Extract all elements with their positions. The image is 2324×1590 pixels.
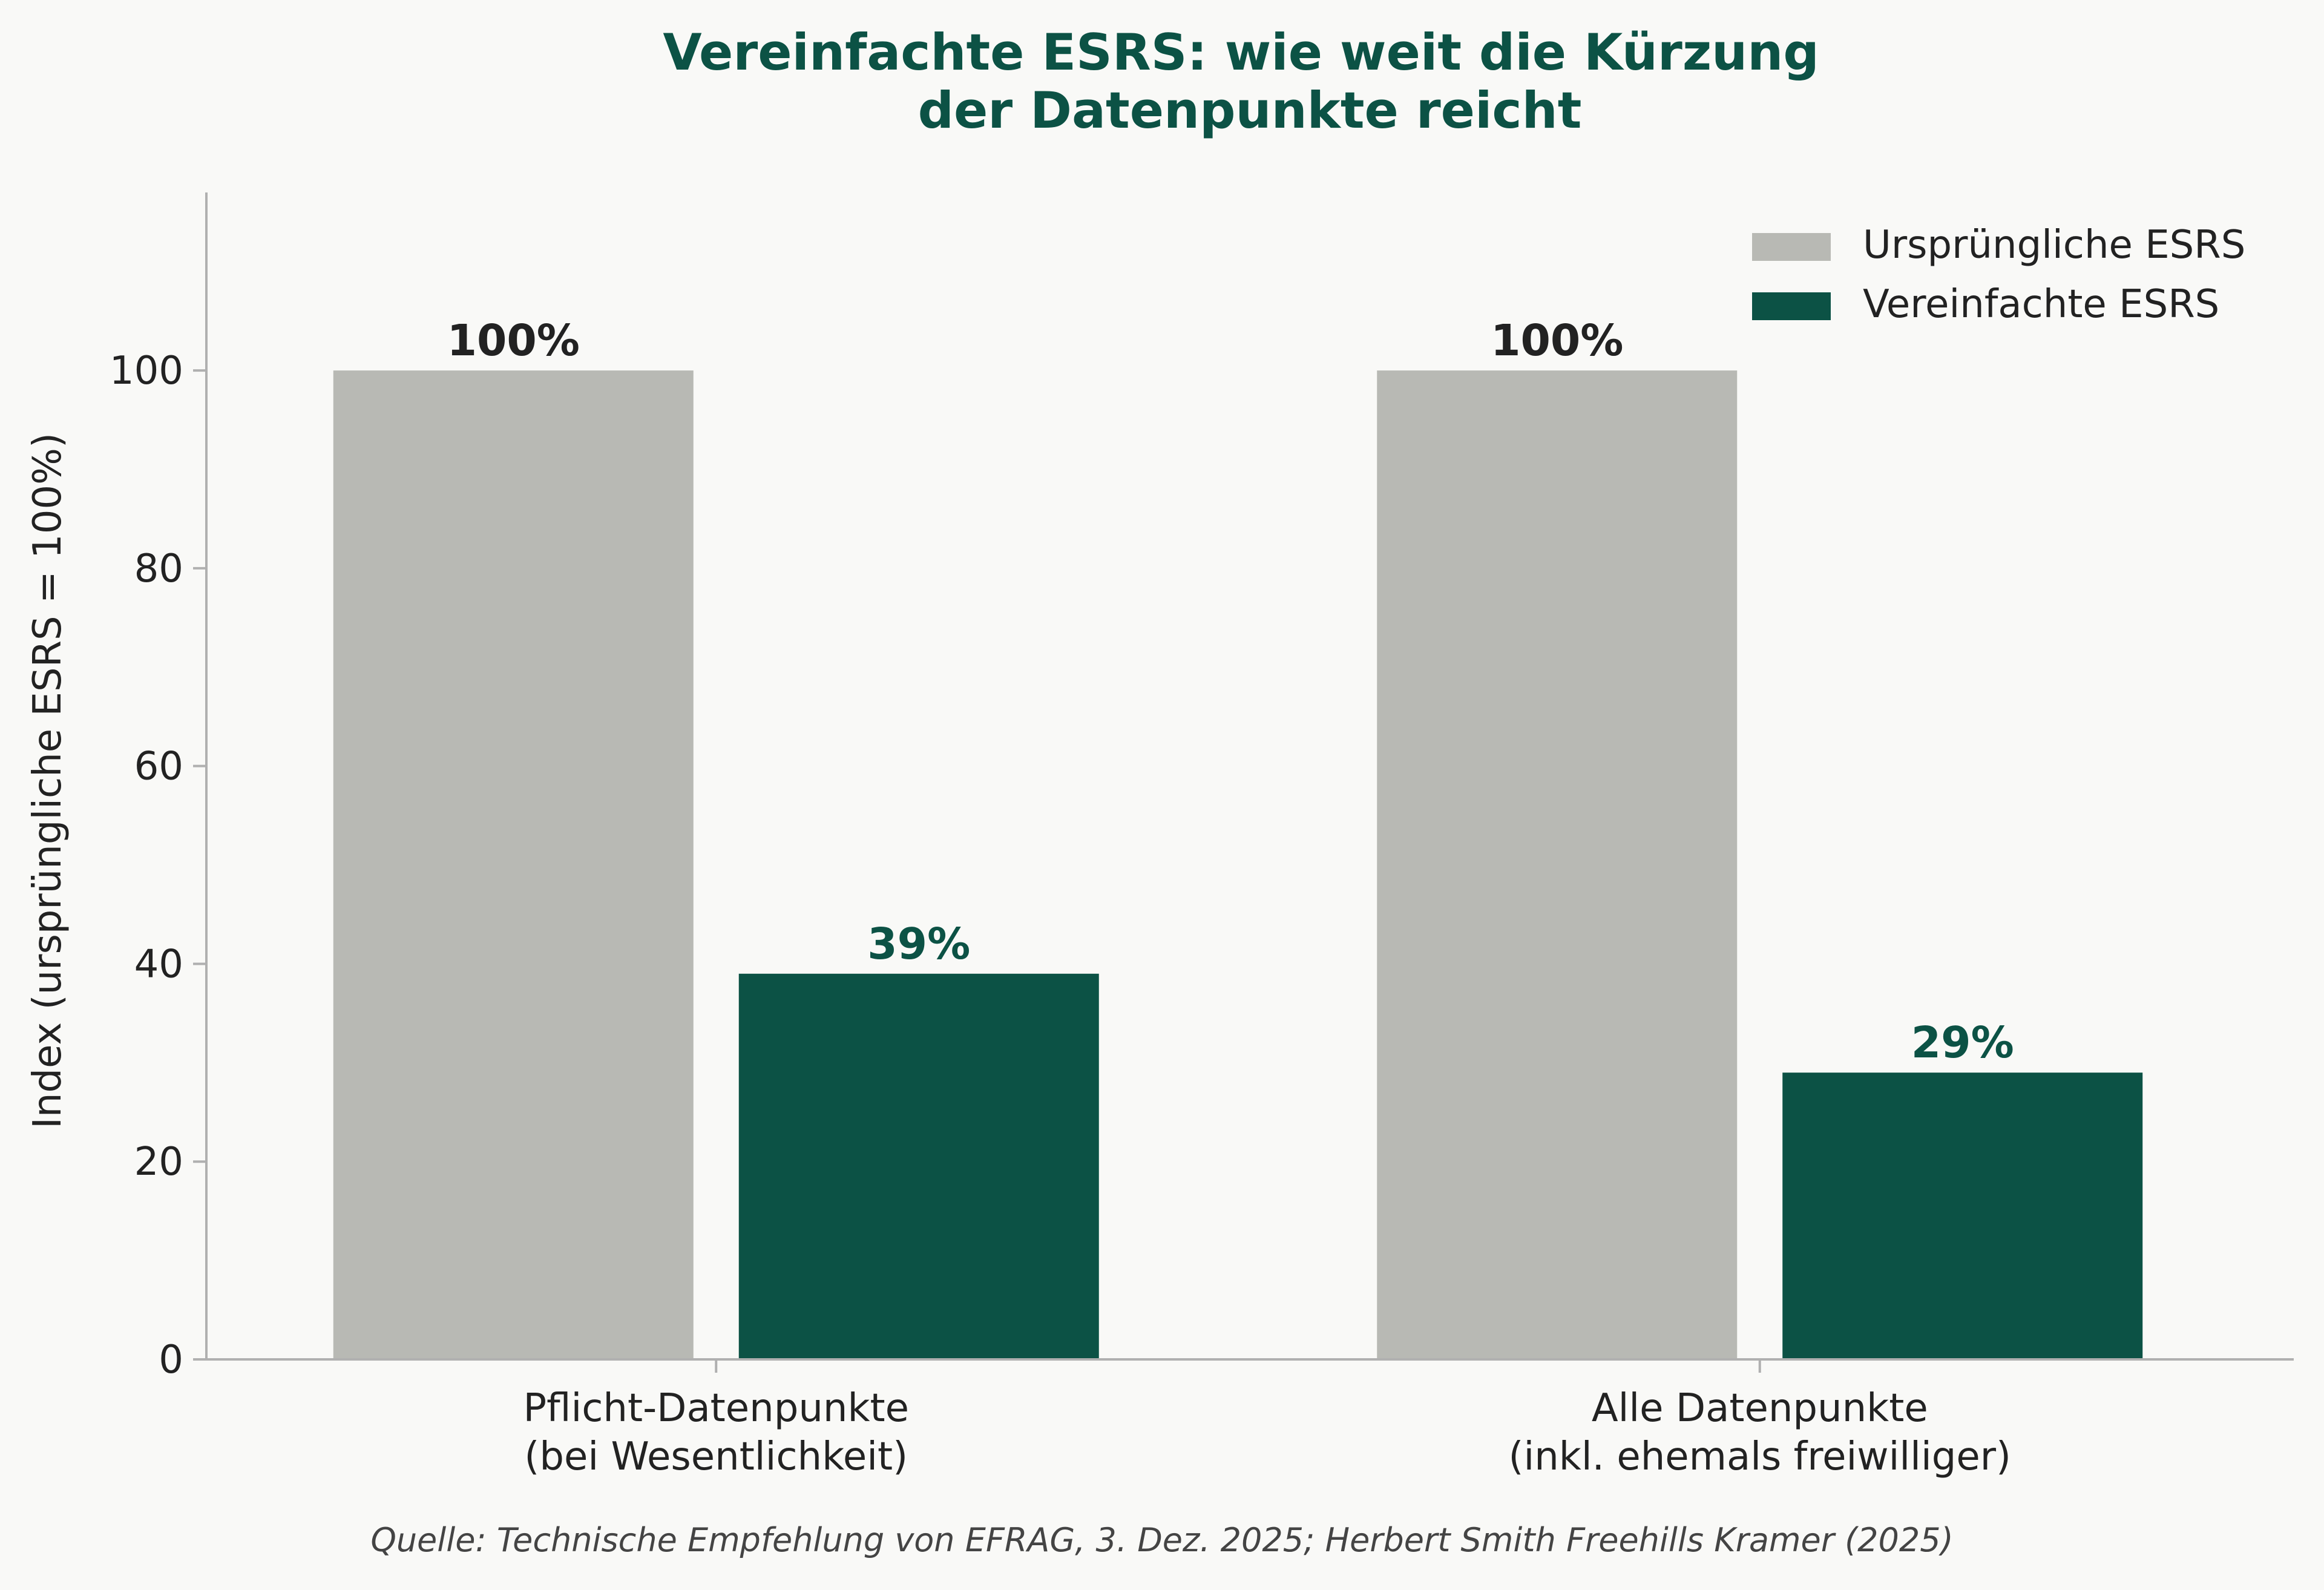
bars-group xyxy=(333,370,2143,1359)
value-labels-group: 100% 39% 100% 29% xyxy=(447,315,2014,1068)
legend-swatch xyxy=(1752,233,1831,261)
bar-simplified xyxy=(1782,1073,2143,1359)
y-tick-label: 60 xyxy=(134,744,183,789)
y-tick-label: 80 xyxy=(134,547,183,591)
legend: Ursprüngliche ESRS Vereinfachte ESRS xyxy=(1752,223,2245,327)
legend-label: Vereinfachte ESRS xyxy=(1863,282,2219,327)
legend-label: Ursprüngliche ESRS xyxy=(1863,223,2245,268)
bar-original xyxy=(1377,370,1738,1359)
y-tick-label: 100 xyxy=(110,349,183,393)
x-ticks-group: Pflicht-Datenpunkte (bei Wesentlichkeit) A… xyxy=(524,1359,2011,1479)
y-ticks-group: 0 20 40 60 80 100 xyxy=(110,349,206,1382)
bar-simplified xyxy=(738,973,1099,1359)
chart-title-line-1: Vereinfachte ESRS: wie weit die Kürzung xyxy=(663,23,1819,82)
x-tick-label: Pflicht-Datenpunkte (bei Wesentlichkeit) xyxy=(524,1386,909,1479)
y-axis-label: Index (ursprüngliche ESRS = 100%) xyxy=(25,433,70,1129)
y-tick-label: 0 xyxy=(159,1338,183,1382)
y-tick-label: 20 xyxy=(134,1140,183,1184)
y-tick-label: 40 xyxy=(134,942,183,987)
legend-swatch xyxy=(1752,292,1831,320)
bar-value-label: 100% xyxy=(1491,315,1623,366)
chart-title-line-2: der Datenpunkte reicht xyxy=(918,81,1582,140)
chart-title: Vereinfachte ESRS: wie weit die Kürzung … xyxy=(663,23,1836,140)
bar-original xyxy=(333,370,694,1359)
bar-value-label: 100% xyxy=(447,315,580,366)
source-note: Quelle: Technische Empfehlung von EFRAG,… xyxy=(370,1521,1953,1559)
bar-value-label: 29% xyxy=(1911,1017,2014,1068)
bar-value-label: 39% xyxy=(867,919,970,969)
x-tick-label: Alle Datenpunkte (inkl. ehemals freiwilli… xyxy=(1508,1386,2011,1479)
